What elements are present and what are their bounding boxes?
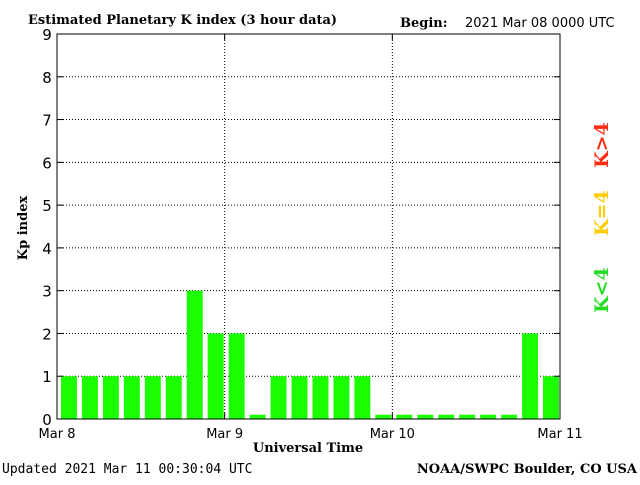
legend-entry: K<4	[591, 267, 613, 313]
kp-bar	[417, 414, 434, 419]
x-tick-label: Mar 10	[370, 427, 415, 442]
y-tick-label: 6	[42, 154, 52, 172]
y-tick-label: 1	[42, 368, 52, 386]
kp-bar	[375, 414, 392, 419]
chart-title: Estimated Planetary K index (3 hour data…	[28, 13, 337, 28]
y-tick-label: 7	[42, 112, 52, 130]
kp-bar	[522, 333, 539, 419]
begin-value: 2021 Mar 08 0000 UTC	[465, 16, 615, 31]
kp-bar	[144, 376, 161, 419]
kp-bar	[333, 376, 350, 419]
y-tick-label: 0	[42, 411, 52, 429]
updated-timestamp: Updated 2021 Mar 11 00:30:04 UTC	[2, 462, 252, 477]
legend-entry: K>4	[591, 122, 613, 168]
kp-bar	[123, 376, 140, 419]
x-tick-label: Mar 11	[537, 427, 582, 442]
y-tick-label: 8	[42, 69, 52, 87]
kp-bar	[459, 414, 476, 419]
kp-bar	[480, 414, 497, 419]
y-tick-label: 2	[42, 325, 52, 343]
kp-bar	[291, 376, 308, 419]
y-tick-label: 4	[42, 240, 52, 258]
kp-bar	[501, 414, 518, 419]
kp-bar	[270, 376, 287, 419]
kp-bar	[396, 414, 413, 419]
x-tick-label: Mar 9	[206, 427, 243, 442]
y-tick-label: 9	[42, 26, 52, 44]
y-axis-label: Kp index	[16, 196, 31, 261]
plot-frame	[56, 33, 561, 420]
kp-bar	[228, 333, 245, 419]
x-tick-label: Mar 8	[39, 427, 76, 442]
kp-bar	[61, 376, 77, 419]
kp-bar	[543, 376, 559, 419]
begin-label: Begin:	[400, 16, 448, 31]
kp-bar	[165, 376, 182, 419]
kp-bar	[438, 414, 455, 419]
legend-entry: K=4	[591, 190, 613, 236]
kp-bar	[207, 333, 224, 419]
kp-bar	[312, 376, 329, 419]
legend: K<4 K=4 K>4	[591, 122, 613, 313]
kp-bar	[81, 376, 98, 419]
credit-text: NOAA/SWPC Boulder, CO USA	[417, 462, 638, 477]
y-tick-label: 3	[42, 283, 52, 301]
y-tick-label: 5	[42, 197, 52, 215]
kp-bar	[354, 376, 371, 419]
kp-bar	[102, 376, 119, 419]
kp-bar	[249, 414, 266, 419]
x-axis-label: Universal Time	[253, 441, 363, 456]
kp-bar	[186, 290, 203, 419]
